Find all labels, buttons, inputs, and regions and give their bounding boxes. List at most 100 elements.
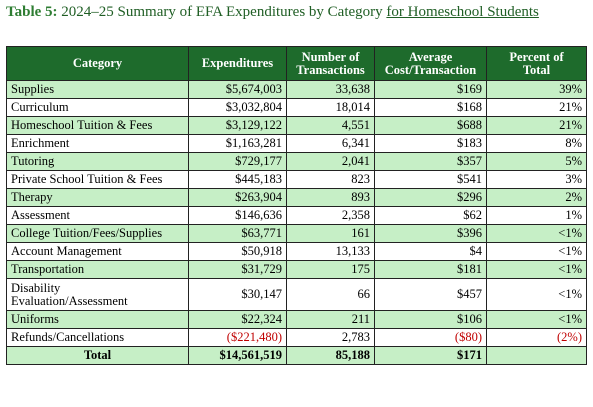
avg-cost-cell: $4 [374, 242, 487, 261]
percent-cell: 2% [486, 188, 587, 207]
expenditures-cell: $445,183 [188, 170, 287, 189]
expenditures-cell: $63,771 [188, 224, 287, 243]
table-caption: Table 5: 2024–25 Summary of EFA Expendit… [6, 4, 539, 21]
header-transactions: Number of Transactions [286, 46, 375, 81]
table-row: Homeschool Tuition & Fees $3,129,122 4,5… [6, 116, 587, 135]
table-row: Transportation $31,729 175 $181 <1% [6, 260, 587, 279]
percent-cell: <1% [486, 242, 587, 261]
caption-title: 2024–25 Summary of EFA Expenditures by C… [61, 4, 383, 20]
table-row: Private School Tuition & Fees $445,183 8… [6, 170, 587, 189]
percent-cell: <1% [486, 260, 587, 279]
transactions-cell: 161 [286, 224, 375, 243]
category-cell: Refunds/Cancellations [6, 328, 189, 347]
category-cell: Supplies [6, 80, 189, 99]
expenditures-cell: $5,674,003 [188, 80, 287, 99]
avg-cost-cell: $168 [374, 98, 487, 117]
table-row: Tutoring $729,177 2,041 $357 5% [6, 152, 587, 171]
transactions-cell: 2,041 [286, 152, 375, 171]
transactions-cell: 2,358 [286, 206, 375, 225]
category-cell: Uniforms [6, 310, 189, 329]
caption-underlined: for Homeschool Students [386, 4, 539, 20]
header-avg-line1: Average [408, 49, 453, 64]
category-line1: Disability [11, 280, 61, 295]
expenditures-cell: $50,918 [188, 242, 287, 261]
total-avg-cost: $171 [374, 346, 487, 365]
expenditures-cell: $1,163,281 [188, 134, 287, 153]
percent-cell: (2%) [486, 328, 587, 347]
total-transactions: 85,188 [286, 346, 375, 365]
header-percent: Percent of Total [486, 46, 587, 81]
total-percent [486, 346, 587, 365]
table-row: College Tuition/Fees/Supplies $63,771 16… [6, 224, 587, 243]
avg-cost-cell: ($80) [374, 328, 487, 347]
transactions-cell: 18,014 [286, 98, 375, 117]
expenditures-cell: $3,129,122 [188, 116, 287, 135]
category-cell: College Tuition/Fees/Supplies [6, 224, 189, 243]
table-row: Refunds/Cancellations ($221,480) 2,783 (… [6, 328, 587, 347]
header-pct-line2: Total [522, 62, 551, 77]
category-cell: Therapy [6, 188, 189, 207]
avg-cost-cell: $181 [374, 260, 487, 279]
category-cell: Tutoring [6, 152, 189, 171]
table-row: Enrichment $1,163,281 6,341 $183 8% [6, 134, 587, 153]
header-row: Category Expenditures Number of Transact… [6, 46, 587, 81]
expenditures-cell: $3,032,804 [188, 98, 287, 117]
expenditures-cell: $263,904 [188, 188, 287, 207]
category-line2: Evaluation/Assessment [11, 293, 128, 308]
avg-cost-cell: $357 [374, 152, 487, 171]
total-expenditures: $14,561,519 [188, 346, 287, 365]
percent-cell: 21% [486, 98, 587, 117]
percent-cell: <1% [486, 278, 587, 311]
category-cell: Transportation [6, 260, 189, 279]
expenditures-cell: $146,636 [188, 206, 287, 225]
table-row: Account Management $50,918 13,133 $4 <1% [6, 242, 587, 261]
avg-cost-cell: $296 [374, 188, 487, 207]
expenditures-table: Category Expenditures Number of Transact… [6, 46, 587, 365]
avg-cost-cell: $688 [374, 116, 487, 135]
table-row: Uniforms $22,324 211 $106 <1% [6, 310, 587, 329]
percent-cell: <1% [486, 310, 587, 329]
category-cell: Homeschool Tuition & Fees [6, 116, 189, 135]
header-pct-line1: Percent of [509, 49, 564, 64]
total-label: Total [6, 346, 189, 365]
expenditures-cell: $22,324 [188, 310, 287, 329]
percent-cell: 8% [486, 134, 587, 153]
header-expenditures: Expenditures [188, 46, 287, 81]
table-row: Disability Evaluation/Assessment $30,147… [6, 278, 587, 311]
avg-cost-cell: $106 [374, 310, 487, 329]
expenditures-cell: $30,147 [188, 278, 287, 311]
header-category: Category [6, 46, 189, 81]
avg-cost-cell: $183 [374, 134, 487, 153]
table-row: Supplies $5,674,003 33,638 $169 39% [6, 80, 587, 99]
table-row: Curriculum $3,032,804 18,014 $168 21% [6, 98, 587, 117]
percent-cell: 39% [486, 80, 587, 99]
percent-cell: 1% [486, 206, 587, 225]
transactions-cell: 6,341 [286, 134, 375, 153]
header-avg-line2: Cost/Transaction [384, 62, 477, 77]
avg-cost-cell: $396 [374, 224, 487, 243]
category-cell: Curriculum [6, 98, 189, 117]
category-cell: Assessment [6, 206, 189, 225]
transactions-cell: 823 [286, 170, 375, 189]
category-cell: Enrichment [6, 134, 189, 153]
percent-cell: 3% [486, 170, 587, 189]
avg-cost-cell: $62 [374, 206, 487, 225]
caption-label: Table 5: [6, 4, 58, 20]
transactions-cell: 4,551 [286, 116, 375, 135]
avg-cost-cell: $541 [374, 170, 487, 189]
header-average-cost: Average Cost/Transaction [374, 46, 487, 81]
table-row: Therapy $263,904 893 $296 2% [6, 188, 587, 207]
transactions-cell: 2,783 [286, 328, 375, 347]
transactions-cell: 13,133 [286, 242, 375, 261]
table-row: Assessment $146,636 2,358 $62 1% [6, 206, 587, 225]
transactions-cell: 33,638 [286, 80, 375, 99]
category-cell: Account Management [6, 242, 189, 261]
transactions-cell: 175 [286, 260, 375, 279]
avg-cost-cell: $169 [374, 80, 487, 99]
expenditures-cell: $31,729 [188, 260, 287, 279]
total-row: Total $14,561,519 85,188 $171 [6, 346, 587, 365]
transactions-cell: 893 [286, 188, 375, 207]
category-cell: Disability Evaluation/Assessment [6, 278, 189, 311]
percent-cell: 5% [486, 152, 587, 171]
percent-cell: <1% [486, 224, 587, 243]
